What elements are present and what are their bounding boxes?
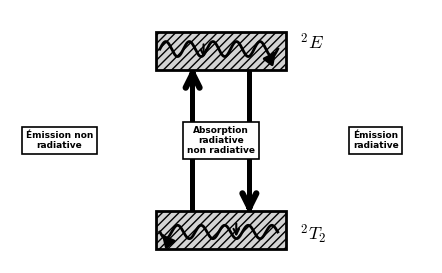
Bar <box>156 211 286 249</box>
Text: $^2T_2$: $^2T_2$ <box>300 222 326 246</box>
Text: Émission non
radiative: Émission non radiative <box>26 131 93 150</box>
Bar <box>190 70 195 211</box>
Text: Absorption
radiative
non radiative: Absorption radiative non radiative <box>187 126 255 155</box>
Text: $^2E$: $^2E$ <box>300 33 324 54</box>
Bar <box>156 32 286 70</box>
Bar <box>247 70 252 211</box>
Text: Émission
radiative: Émission radiative <box>353 131 399 150</box>
